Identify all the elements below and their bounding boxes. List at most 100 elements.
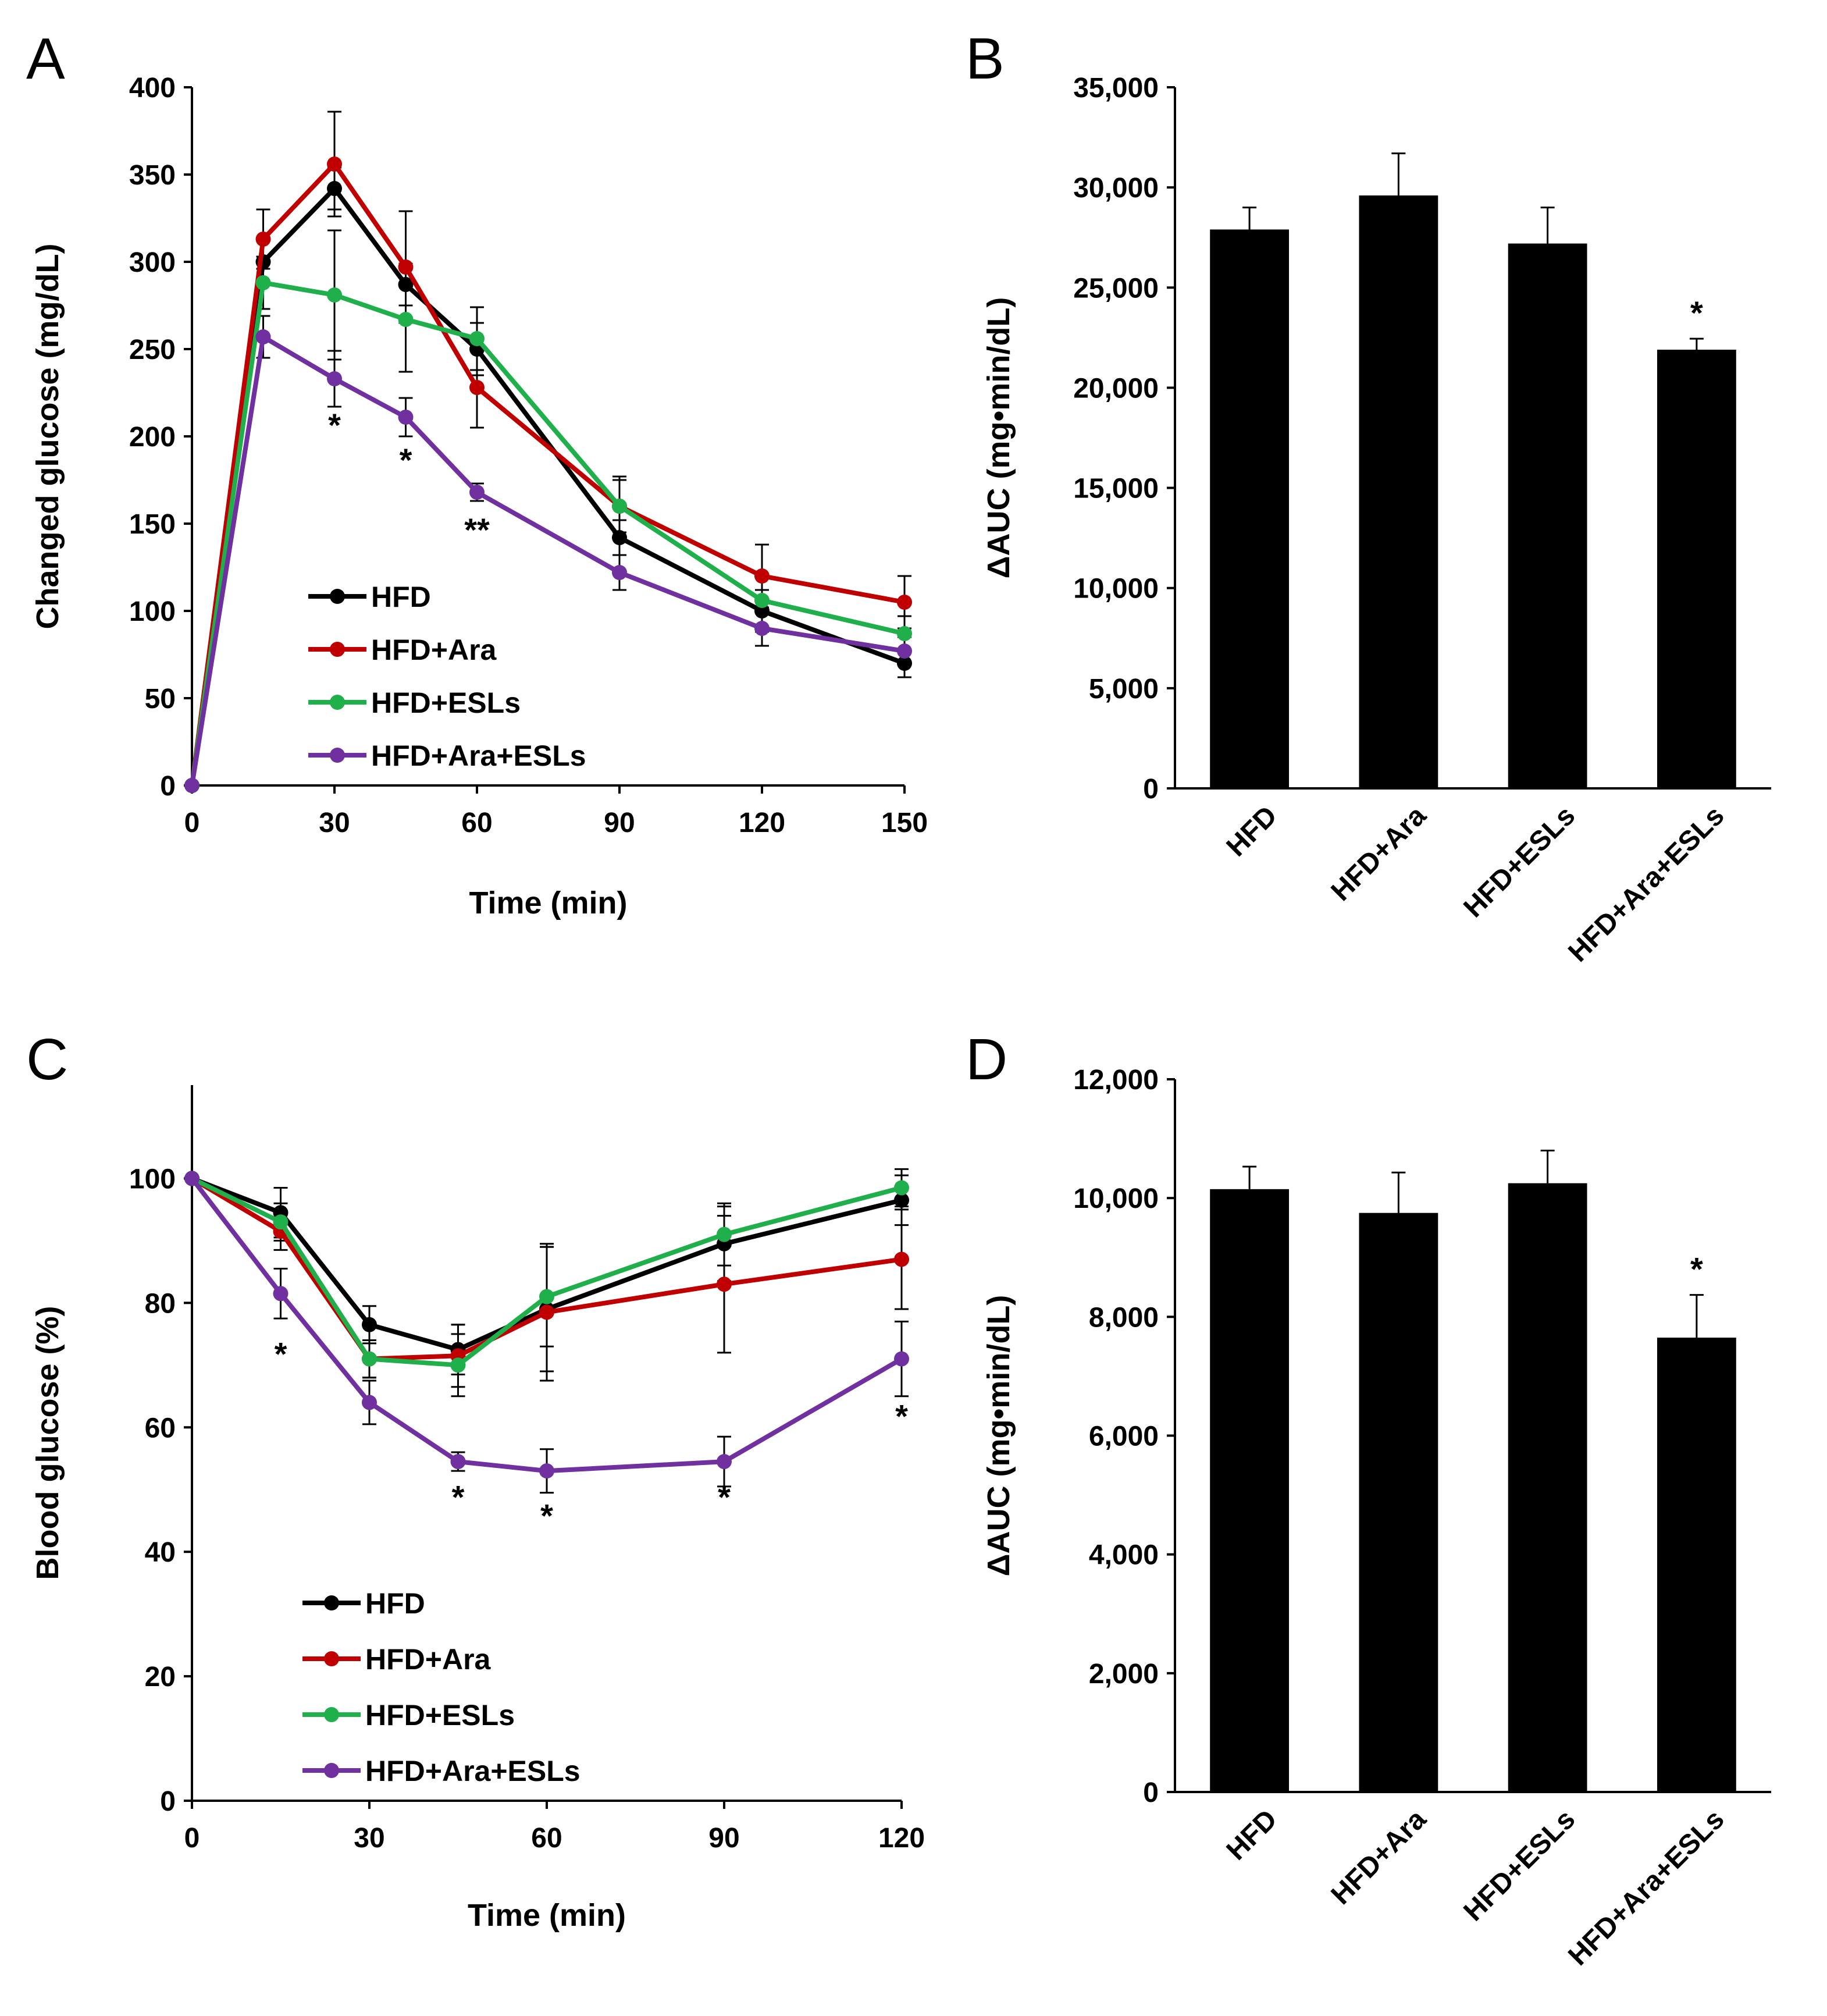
panel-a-data-point-hfd: [754, 603, 770, 618]
panel-a-y-tick-label: 300: [129, 247, 176, 278]
panel-a-data-point-hfd-ara-esls: [327, 371, 342, 386]
panel-c-y-tick-label: 40: [145, 1537, 176, 1568]
panel-c-x-tick-label: 120: [878, 1823, 925, 1854]
panel-c-x-tick-label: 60: [531, 1823, 562, 1854]
panel-c-data-point-hfd-esls: [717, 1226, 732, 1242]
panel-c-data-point-hfd-esls: [894, 1180, 909, 1196]
panel-c-x-tick-label: 0: [184, 1823, 200, 1854]
panel-a-data-point-hfd-ara-esls: [184, 778, 200, 793]
panel-a-data-point-hfd: [612, 530, 627, 545]
panel-c-y-tick-label: 60: [145, 1413, 176, 1443]
panel-c-line-chart: C 0 20 40 60 80 100 0 30 60 90 120 Time (min) Blood g…: [26, 1027, 925, 1933]
panel-a-data-point-hfd-esls: [612, 499, 627, 514]
panel-a-series-line-hfd-ara-esls: [190, 335, 905, 786]
panel-b-significance-marker: *: [1690, 294, 1703, 331]
panel-d-letter: D: [966, 1027, 1007, 1092]
panel-c-legend-label-hfd-esls: HFD+ESLs: [365, 1699, 515, 1731]
panel-a-x-tick-label: 0: [184, 808, 200, 838]
panel-a-data-point-hfd-ara: [897, 595, 912, 610]
panel-c-data-point-hfd-ara-esls: [273, 1286, 289, 1302]
panel-a-legend-label-hfd-ara: HFD+Ara: [371, 634, 497, 666]
panel-a-y-tick-label: 350: [129, 160, 176, 191]
panel-c-significance-marker: *: [895, 1398, 908, 1434]
panel-a-data-point-hfd-esls: [754, 593, 770, 608]
panel-a-data-point-hfd: [398, 277, 414, 292]
panel-a-data-point-hfd-ara: [255, 232, 271, 247]
panel-b-y-tick-label: 5,000: [1089, 674, 1159, 705]
panel-d-y-tick-label: 2,000: [1089, 1659, 1159, 1690]
panel-c-data-point-hfd-ara-esls: [450, 1454, 466, 1470]
panel-c-x-tick-label: 90: [708, 1823, 739, 1854]
panel-a-data-point-hfd-esls: [255, 275, 271, 290]
panel-a-data-point-hfd: [327, 181, 342, 196]
panel-d-y-axis-title: ΔAUC (mg•min/dL): [981, 1295, 1016, 1577]
panel-a-data-point-hfd-esls: [897, 626, 912, 641]
panel-a-y-tick-label: 200: [129, 422, 176, 453]
panel-a-x-tick-label: 60: [461, 808, 492, 838]
panel-c-significance-marker: *: [452, 1478, 465, 1515]
panel-c-y-axis-title: Blood glucose (%): [30, 1306, 65, 1580]
panel-c-legend-marker-hfd-ara: [324, 1651, 339, 1666]
panel-d-significance-marker: *: [1690, 1251, 1703, 1288]
panel-a-y-axis-title: Changed glucose (mg/dL): [30, 243, 65, 629]
panel-d-bar-hfd-esls: [1508, 1183, 1587, 1792]
panel-c-letter: C: [26, 1027, 68, 1092]
panel-c-significance-marker: *: [540, 1497, 553, 1534]
panel-c-x-axis-title: Time (min): [468, 1898, 626, 1933]
panel-c-data-point-hfd-ara: [717, 1277, 732, 1292]
panel-b-bar-hfd-ara: [1359, 195, 1438, 788]
panel-c-data-point-hfd-esls: [273, 1214, 289, 1230]
panel-a-data-point-hfd-ara-esls: [469, 485, 485, 500]
panel-b-bar-hfd-ara-esls: [1657, 350, 1736, 788]
panel-b-y-tick-label: 20,000: [1073, 373, 1159, 404]
panel-a-y-tick-label: 250: [129, 335, 176, 365]
panel-c-data-point-hfd: [894, 1192, 909, 1208]
panel-c-y-tick-label: 80: [145, 1288, 176, 1319]
panel-a-legend-marker-hfd: [330, 589, 345, 604]
panel-c-data-point-hfd-ara-esls: [184, 1171, 200, 1186]
panel-c-legend-marker-hfd-esls: [324, 1707, 339, 1722]
panel-d-y-tick-label: 0: [1143, 1777, 1159, 1808]
panel-b-letter: B: [966, 26, 1005, 91]
panel-d-y-tick-label: 8,000: [1089, 1302, 1159, 1333]
panel-a-legend-label-hfd: HFD: [371, 581, 431, 613]
panel-b-y-tick-label: 10,000: [1073, 574, 1159, 605]
panel-a-legend-label-hfd-esls: HFD+ESLs: [371, 687, 521, 719]
panel-c-legend-marker-hfd: [324, 1595, 339, 1610]
panel-a-line-chart: A 0 50 100 150 200 250 300 350 400 0 30 60 90 120 150 Ti…: [26, 26, 928, 920]
panel-a-significance-marker: **: [464, 511, 490, 548]
panel-c-data-point-hfd-ara: [539, 1304, 554, 1320]
panel-c-data-point-hfd-esls: [362, 1351, 377, 1367]
panel-d-bar-hfd-ara: [1359, 1213, 1438, 1792]
panel-c-legend-marker-hfd-ara-esls: [324, 1763, 339, 1778]
panel-a-y-tick-label: 0: [160, 771, 176, 802]
panel-c-x-tick-label: 30: [354, 1823, 384, 1854]
panel-d-y-tick-label: 12,000: [1073, 1065, 1159, 1096]
panel-c-y-tick-label: 20: [145, 1662, 176, 1693]
panel-a-legend-label-hfd-ara-esls: HFD+Ara+ESLs: [371, 739, 586, 772]
panel-a-data-point-hfd-ara: [469, 380, 485, 395]
panel-a-data-point-hfd-ara-esls: [754, 621, 770, 636]
panel-a-legend-marker-hfd-ara-esls: [330, 748, 345, 763]
panel-d-y-tick-label: 4,000: [1089, 1540, 1159, 1571]
panel-a-data-point-hfd-ara-esls: [612, 565, 627, 580]
panel-b-bar-chart: B 0 5,000 10,000 15,000 20,000 25,000 30,000 35,…: [966, 26, 1771, 968]
panel-a-data-point-hfd-esls: [398, 312, 414, 327]
panel-d-bar-hfd-ara-esls: [1657, 1338, 1736, 1792]
panel-d-y-tick-label: 10,000: [1073, 1183, 1159, 1214]
panel-c-data-point-hfd-ara: [894, 1251, 909, 1267]
panel-a-x-tick-label: 150: [881, 808, 928, 838]
panel-c-significance-marker: *: [718, 1478, 731, 1515]
panel-a-data-point-hfd-esls: [469, 331, 485, 346]
panel-a-y-tick-label: 150: [129, 509, 176, 540]
panel-d-bar-hfd: [1210, 1189, 1290, 1792]
panel-a-x-tick-label: 90: [604, 808, 635, 838]
panel-c-data-point-hfd-ara-esls: [362, 1395, 377, 1410]
panel-b-y-tick-label: 25,000: [1073, 273, 1159, 304]
panel-b-y-tick-label: 15,000: [1073, 474, 1159, 504]
panel-a-significance-marker: *: [328, 407, 341, 443]
panel-a-x-tick-label: 120: [739, 808, 785, 838]
panel-a-legend-marker-hfd-esls: [330, 695, 345, 710]
panel-a-letter: A: [26, 26, 65, 91]
